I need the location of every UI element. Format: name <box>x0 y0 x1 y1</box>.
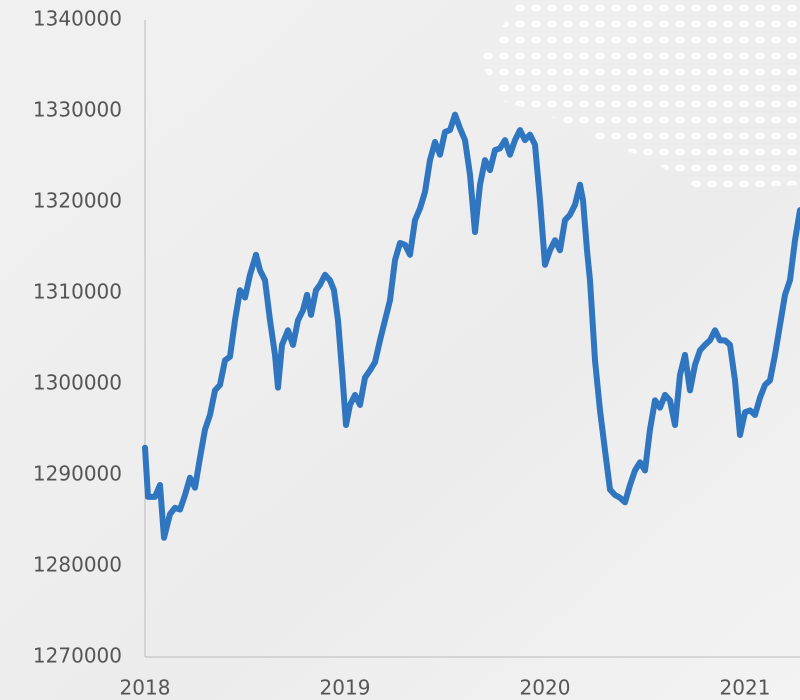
y-tick-label: 1290000 <box>33 462 122 486</box>
dot-pattern <box>480 0 800 190</box>
y-tick-label: 1320000 <box>33 189 122 213</box>
x-tick-label: 2020 <box>520 676 571 700</box>
x-tick-label: 2021 <box>720 676 771 700</box>
y-tick-label: 1330000 <box>33 98 122 122</box>
x-tick-label: 2018 <box>120 676 171 700</box>
y-tick-label: 1340000 <box>33 7 122 31</box>
y-tick-label: 1280000 <box>33 553 122 577</box>
y-tick-label: 1300000 <box>33 371 122 395</box>
y-tick-label: 1310000 <box>33 280 122 304</box>
x-tick-label: 2019 <box>320 676 371 700</box>
data-line <box>142 111 800 541</box>
y-tick-label: 1270000 <box>33 644 122 668</box>
